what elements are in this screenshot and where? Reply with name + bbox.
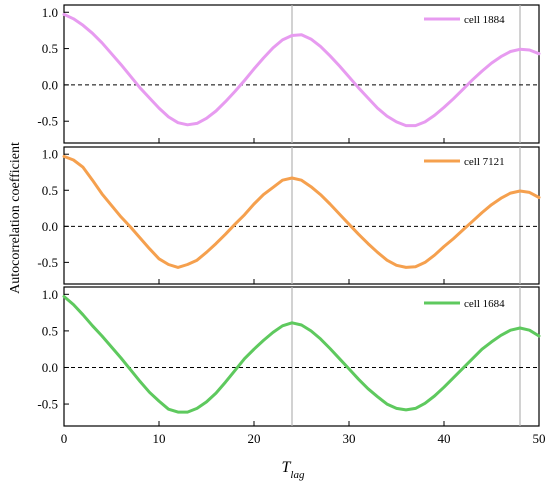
y-tick-label: 0.5 bbox=[42, 41, 58, 56]
x-tick-label: 10 bbox=[153, 431, 166, 446]
legend-label: cell 1884 bbox=[464, 14, 505, 26]
legend-label: cell 7121 bbox=[464, 156, 505, 168]
series-line bbox=[62, 154, 541, 269]
legend-label: cell 1684 bbox=[464, 298, 505, 310]
x-tick-label: 50 bbox=[533, 431, 546, 446]
y-tick-label: 1.0 bbox=[42, 287, 58, 302]
x-axis-title-subscript: lag bbox=[290, 469, 305, 481]
series-line bbox=[62, 12, 541, 128]
x-tick-label: 40 bbox=[438, 431, 451, 446]
panel-frame bbox=[63, 286, 540, 427]
panel-frame bbox=[63, 146, 540, 285]
x-tick-label: 20 bbox=[248, 431, 261, 446]
panel-3: -0.5 0.0 0.5 1.0 cell 1684 bbox=[37, 286, 541, 427]
y-tick-label: 0.5 bbox=[42, 183, 58, 198]
y-tick-label: 0.5 bbox=[42, 323, 58, 338]
x-axis-title: Tlag bbox=[282, 459, 305, 481]
y-tick-label: -0.5 bbox=[37, 397, 58, 412]
y-tick-label: 0.0 bbox=[42, 360, 58, 375]
x-tick-label: 0 bbox=[61, 431, 68, 446]
panel-2: -0.5 0.0 0.5 1.0 cell 7121 bbox=[37, 146, 541, 285]
x-axis-title-main: T bbox=[282, 459, 292, 476]
y-tick-label: 1.0 bbox=[42, 147, 58, 162]
y-tick-label: 0.0 bbox=[42, 219, 58, 234]
series-line bbox=[62, 295, 541, 414]
panel-frame bbox=[63, 4, 540, 144]
y-tick-label: 0.0 bbox=[42, 77, 58, 92]
x-tick-label: 30 bbox=[343, 431, 356, 446]
panel-1: -0.5 0.0 0.5 1.0 cell 1884 bbox=[37, 4, 541, 144]
y-tick-label: -0.5 bbox=[37, 255, 58, 270]
y-tick-label: -0.5 bbox=[37, 114, 58, 129]
y-axis-title: Autocorrelation coefficient bbox=[8, 142, 23, 294]
y-tick-label: 1.0 bbox=[42, 5, 58, 20]
